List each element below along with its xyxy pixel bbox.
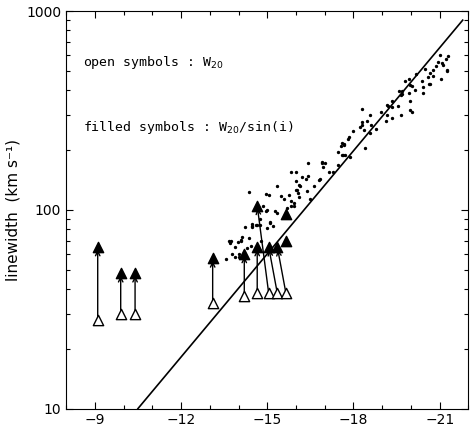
Point (265, 243, 273, 250)
Point (209, 255, 217, 262)
Point (117, 270, 125, 277)
Point (94, 316, 101, 323)
Point (254, 290, 261, 297)
Text: open symbols : W$_{20}$: open symbols : W$_{20}$ (83, 54, 224, 71)
Point (273, 243, 281, 250)
Point (282, 290, 290, 297)
Point (254, 202, 261, 209)
Point (209, 300, 217, 307)
Point (282, 237, 290, 244)
Text: filled symbols : W$_{20}$/sin(i): filled symbols : W$_{20}$/sin(i) (83, 119, 294, 136)
Point (94, 243, 101, 250)
Point (265, 290, 273, 297)
Point (254, 243, 261, 250)
Point (131, 310, 139, 317)
Point (240, 292, 248, 299)
Point (131, 270, 139, 277)
Point (273, 290, 281, 297)
Y-axis label: linewidth  (km s⁻¹): linewidth (km s⁻¹) (6, 139, 20, 281)
Point (117, 310, 125, 317)
Point (282, 211, 290, 218)
Point (240, 250, 248, 257)
